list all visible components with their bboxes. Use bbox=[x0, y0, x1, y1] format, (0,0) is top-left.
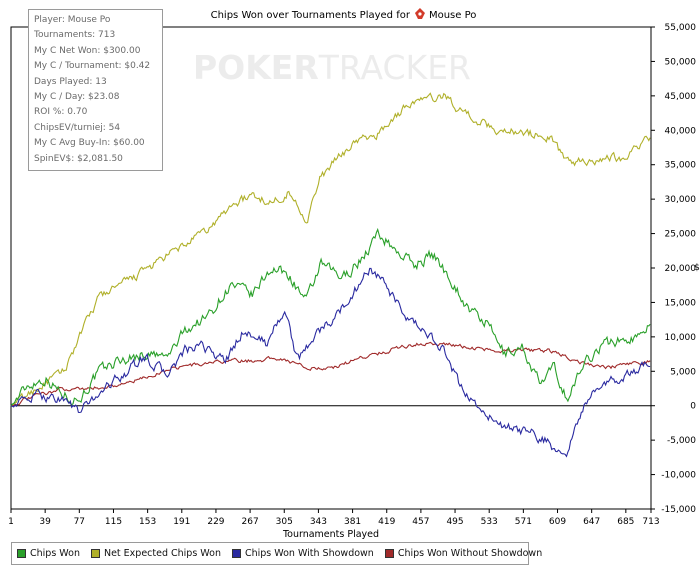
pokertracker-logo-icon bbox=[414, 8, 425, 19]
x-tick-label: 685 bbox=[617, 517, 634, 527]
legend-label: Net Expected Chips Won bbox=[103, 548, 221, 559]
chart-legend: Chips Won Net Expected Chips Won Chips W… bbox=[11, 542, 542, 565]
stat-chipsev: ChipsEV/turniej: 54 bbox=[34, 122, 121, 133]
x-tick-label: 39 bbox=[39, 517, 51, 527]
legend-item-chips-won[interactable]: Chips Won bbox=[17, 548, 80, 559]
x-tick-label: 115 bbox=[105, 517, 122, 527]
stat-days-played: Days Played: 13 bbox=[34, 76, 107, 87]
y-tick-label: 15,000 bbox=[665, 298, 697, 308]
y-tick-label: 10,000 bbox=[665, 333, 697, 343]
y-tick-label: 25,000 bbox=[665, 230, 697, 240]
x-tick-label: 533 bbox=[481, 517, 498, 527]
legend-item-with-showdown[interactable]: Chips Won With Showdown bbox=[231, 548, 374, 559]
stat-per-day: My C / Day: $23.08 bbox=[34, 92, 120, 103]
series-line-1 bbox=[10, 92, 651, 407]
series-line-2 bbox=[10, 267, 651, 458]
y-tick-label: 35,000 bbox=[665, 161, 697, 171]
series-line-3 bbox=[10, 341, 651, 407]
y-axis-label: $ bbox=[694, 263, 700, 273]
y-tick-label: -5,000 bbox=[667, 436, 696, 446]
pokertracker-watermark: POKER TRACKER bbox=[193, 48, 471, 87]
chart-title-player: Mouse Po bbox=[429, 10, 476, 21]
y-tick-label: 40,000 bbox=[665, 126, 697, 136]
x-axis-label: Tournaments Played bbox=[282, 529, 379, 540]
legend-swatch bbox=[17, 549, 26, 558]
legend-label: Chips Won Without Showdown bbox=[397, 548, 543, 559]
player-stats-box: Player: Mouse Po Tournaments: 713 My C N… bbox=[28, 9, 163, 171]
x-tick-label: 229 bbox=[207, 517, 224, 527]
series-line-0 bbox=[10, 227, 651, 407]
y-tick-label: 45,000 bbox=[665, 92, 697, 102]
watermark-poker: POKER bbox=[193, 48, 319, 87]
y-tick-label: 0 bbox=[690, 402, 696, 412]
y-tick-label: 30,000 bbox=[665, 195, 697, 205]
x-tick-label: 381 bbox=[344, 517, 361, 527]
y-tick-label: 55,000 bbox=[665, 23, 697, 33]
x-tick-label: 713 bbox=[642, 517, 659, 527]
x-tick-label: 609 bbox=[549, 517, 566, 527]
x-tick-label: 419 bbox=[378, 517, 395, 527]
stat-player: Player: Mouse Po bbox=[34, 15, 111, 25]
y-tick-label: 5,000 bbox=[670, 367, 696, 377]
legend-item-without-showdown[interactable]: Chips Won Without Showdown bbox=[384, 548, 543, 559]
x-tick-label: 647 bbox=[583, 517, 600, 527]
x-tick-label: 1 bbox=[8, 517, 14, 527]
stat-tournaments: Tournaments: 713 bbox=[34, 30, 116, 41]
x-tick-label: 153 bbox=[139, 517, 156, 527]
x-tick-label: 77 bbox=[74, 517, 85, 527]
stat-roi: ROI %: 0.70 bbox=[34, 107, 88, 118]
stat-per-tournament: My C / Tournament: $0.42 bbox=[34, 61, 151, 72]
legend-label: Chips Won bbox=[30, 548, 80, 559]
x-tick-label: 495 bbox=[446, 517, 463, 527]
y-tick-label: -10,000 bbox=[661, 471, 696, 481]
legend-swatch bbox=[231, 549, 241, 558]
y-tick-label: 50,000 bbox=[665, 57, 697, 67]
stat-avg-buyin: My C Avg Buy-In: $60.00 bbox=[34, 138, 145, 149]
x-tick-label: 267 bbox=[242, 517, 259, 527]
x-tick-label: 191 bbox=[173, 517, 190, 527]
x-tick-label: 571 bbox=[515, 517, 532, 527]
x-tick-label: 343 bbox=[310, 517, 327, 527]
chart-title: Chips Won over Tournaments Played for bbox=[211, 10, 411, 21]
stat-net-won: My C Net Won: $300.00 bbox=[34, 45, 141, 56]
y-tick-label: 20,000 bbox=[665, 264, 697, 274]
x-tick-label: 457 bbox=[412, 517, 429, 527]
stat-spinev: SpinEV$: $2,081.50 bbox=[34, 153, 123, 164]
y-tick-label: -15,000 bbox=[661, 505, 696, 515]
legend-swatch bbox=[384, 549, 394, 558]
watermark-tracker: TRACKER bbox=[318, 48, 471, 87]
legend-item-net-expected[interactable]: Net Expected Chips Won bbox=[90, 548, 221, 559]
legend-label: Chips Won With Showdown bbox=[244, 548, 374, 559]
x-tick-label: 305 bbox=[276, 517, 293, 527]
legend-swatch bbox=[90, 549, 100, 558]
